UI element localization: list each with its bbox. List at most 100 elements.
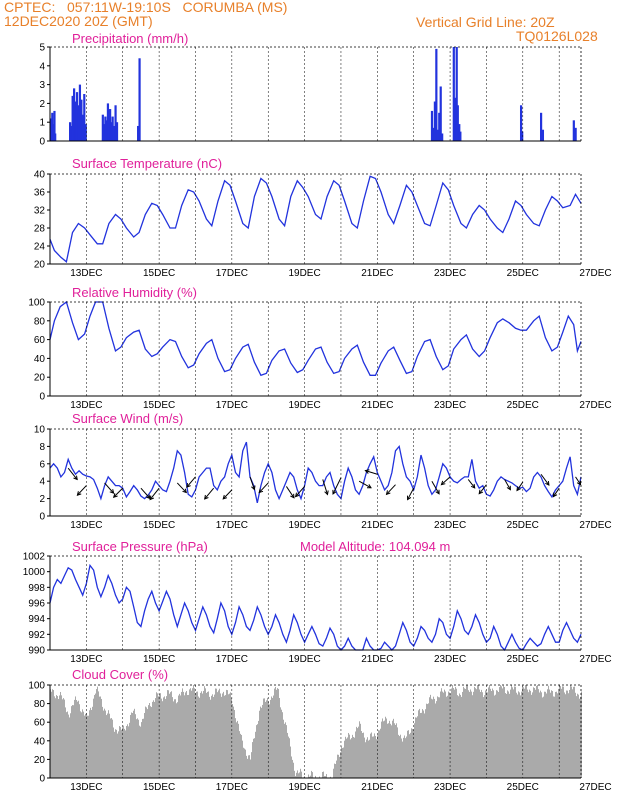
- cloud-column: [121, 729, 122, 778]
- cloud-column: [519, 692, 520, 778]
- cloud-column: [96, 689, 97, 778]
- cloud-column: [127, 724, 128, 778]
- cloud-column: [199, 697, 200, 778]
- cloud-column: [144, 712, 145, 778]
- cloud-column: [122, 727, 123, 778]
- cloud-column: [117, 733, 118, 778]
- cloud-column: [152, 701, 153, 778]
- cloud-column: [236, 722, 237, 778]
- cloud-column: [245, 749, 246, 778]
- cloud-column: [543, 696, 544, 778]
- y-tick-label: 40: [34, 170, 46, 181]
- precip-bar: [574, 127, 577, 141]
- cloud-column: [410, 732, 411, 778]
- precip-bar: [102, 124, 106, 141]
- precip-bar: [459, 131, 462, 141]
- cloud-column: [241, 734, 242, 778]
- cloud-column: [391, 725, 392, 778]
- panel-title: Precipitation (mm/h): [72, 31, 188, 46]
- cloud-column: [103, 710, 104, 778]
- cloud-column: [451, 688, 452, 778]
- cloud-column: [297, 770, 298, 778]
- wind-vector: [516, 481, 524, 492]
- precip-bar: [541, 129, 545, 141]
- cloud-column: [505, 693, 506, 778]
- cloud-column: [441, 688, 442, 778]
- cloud-column: [280, 707, 281, 778]
- cloud-column: [484, 695, 485, 778]
- cloud-column: [260, 706, 261, 778]
- panel-title: Relative Humidity (%): [72, 285, 197, 300]
- cloud-column: [381, 721, 382, 778]
- cloud-column: [545, 691, 546, 778]
- cloud-column: [556, 691, 557, 778]
- cloud-column: [283, 719, 284, 778]
- y-tick-label: 80: [34, 316, 46, 327]
- cloud-column: [501, 686, 502, 778]
- cloud-column: [289, 738, 290, 778]
- wind-vector: [540, 473, 550, 486]
- y-tick-label: 60: [34, 335, 46, 346]
- cloud-column: [448, 691, 449, 778]
- cloud-column: [112, 719, 113, 778]
- cloud-column: [532, 692, 533, 778]
- cloud-column: [91, 709, 92, 778]
- cloud-column: [226, 689, 227, 778]
- cloud-column: [337, 754, 338, 778]
- x-tick-label: 25DEC: [507, 782, 539, 793]
- cloud-column: [148, 705, 149, 778]
- cloud-column: [288, 736, 289, 778]
- cloud-column: [383, 721, 384, 778]
- cloud-column: [360, 723, 361, 778]
- cloud-column: [564, 692, 565, 778]
- precip-bar: [439, 86, 442, 141]
- cloud-column: [130, 714, 131, 778]
- cloud-column: [474, 686, 475, 778]
- cloud-column: [447, 695, 448, 778]
- cloud-column: [481, 689, 482, 778]
- precip-bar: [78, 84, 82, 141]
- cloud-column: [149, 703, 150, 778]
- cloud-column: [341, 746, 342, 778]
- cloud-column: [227, 690, 228, 778]
- cloud-column: [322, 771, 323, 778]
- x-tick-label: 23DEC: [434, 520, 466, 531]
- x-tick-label: 17DEC: [216, 654, 248, 665]
- cloud-column: [477, 685, 478, 778]
- y-tick-label: 40: [34, 736, 46, 747]
- cloud-column: [400, 734, 401, 778]
- cloud-column: [75, 696, 76, 778]
- y-tick-label: 0: [39, 512, 45, 523]
- cloud-column: [156, 692, 157, 778]
- cloud-column: [366, 739, 367, 778]
- cloud-column: [430, 694, 431, 778]
- cloud-column: [414, 723, 415, 778]
- cloud-column: [115, 729, 116, 778]
- cloud-column: [235, 718, 236, 778]
- precip-bar: [54, 133, 57, 141]
- cloud-column: [434, 698, 435, 778]
- cloud-column: [552, 691, 553, 778]
- cloud-column: [367, 737, 368, 778]
- cloud-column: [470, 689, 471, 778]
- cloud-column: [194, 688, 195, 778]
- cloud-column: [233, 706, 234, 778]
- wind-vector: [104, 482, 115, 494]
- cloud-column: [273, 695, 274, 778]
- cloud-column: [217, 692, 218, 778]
- wind-vector: [431, 480, 440, 495]
- cloud-column: [211, 695, 212, 778]
- cloud-column: [242, 740, 243, 778]
- cloud-column: [351, 738, 352, 778]
- cloud-column: [347, 737, 348, 778]
- cloud-column: [436, 701, 437, 778]
- cloud-column: [377, 735, 378, 778]
- wind-vector: [204, 487, 215, 500]
- wind-vector: [112, 487, 124, 498]
- x-tick-label: 17DEC: [216, 782, 248, 793]
- cloud-column: [261, 707, 262, 778]
- cloud-column: [570, 685, 571, 778]
- cloud-column: [87, 715, 88, 778]
- cloud-column: [560, 686, 561, 778]
- cloud-column: [355, 731, 356, 778]
